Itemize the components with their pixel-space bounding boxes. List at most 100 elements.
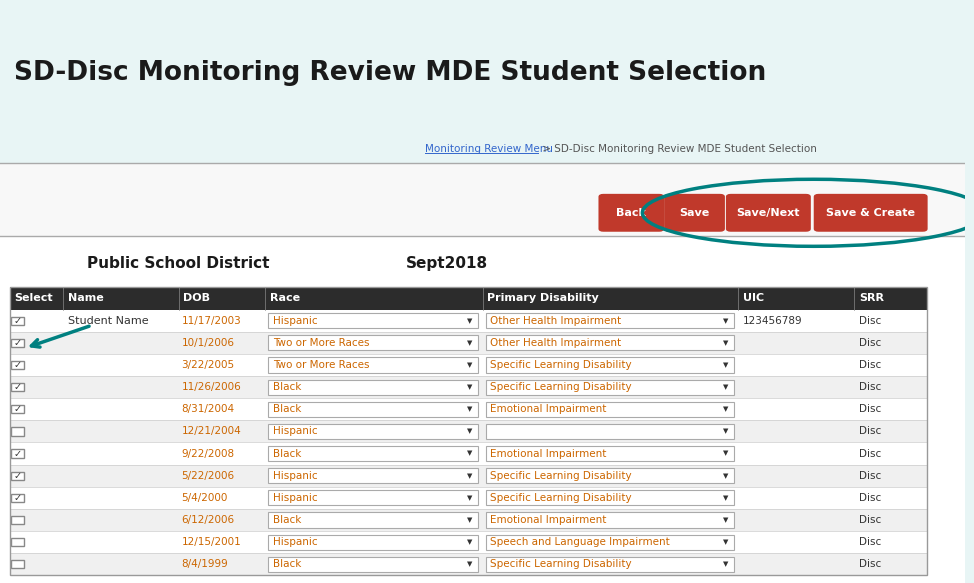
Text: Two or More Races: Two or More Races [273, 338, 370, 348]
Text: Speech and Language Impairment: Speech and Language Impairment [490, 537, 670, 547]
FancyBboxPatch shape [10, 332, 926, 354]
Text: 12/15/2001: 12/15/2001 [181, 537, 242, 547]
Text: Hispanic: Hispanic [273, 315, 318, 326]
FancyBboxPatch shape [485, 357, 733, 373]
Text: ▼: ▼ [724, 318, 729, 324]
Text: Name: Name [67, 293, 103, 304]
Text: Student Name: Student Name [67, 315, 148, 326]
FancyBboxPatch shape [10, 354, 926, 376]
FancyBboxPatch shape [10, 398, 926, 420]
Text: Other Health Impairment: Other Health Impairment [490, 338, 621, 348]
Text: SD-Disc Monitoring Review MDE Student Selection: SD-Disc Monitoring Review MDE Student Se… [15, 60, 767, 86]
Text: ▼: ▼ [468, 362, 472, 368]
Text: ✓: ✓ [14, 360, 21, 370]
Text: Sept2018: Sept2018 [405, 256, 488, 271]
Text: Hispanic: Hispanic [273, 493, 318, 503]
FancyBboxPatch shape [10, 465, 926, 487]
Text: UIC: UIC [743, 293, 765, 304]
Text: ✓: ✓ [14, 338, 21, 348]
Text: Specific Learning Disability: Specific Learning Disability [490, 493, 632, 503]
FancyBboxPatch shape [0, 236, 965, 583]
Text: 8/4/1999: 8/4/1999 [181, 559, 228, 570]
Text: ▼: ▼ [724, 384, 729, 390]
Text: Black: Black [273, 515, 302, 525]
Text: Hispanic: Hispanic [273, 426, 318, 437]
Text: Emotional Impairment: Emotional Impairment [490, 448, 607, 459]
Text: 11/26/2006: 11/26/2006 [181, 382, 242, 392]
Text: ▼: ▼ [724, 539, 729, 545]
FancyBboxPatch shape [11, 383, 24, 391]
Text: ▼: ▼ [724, 451, 729, 456]
FancyBboxPatch shape [485, 424, 733, 439]
Text: Disc: Disc [859, 338, 881, 348]
Text: Save: Save [680, 208, 710, 218]
FancyBboxPatch shape [10, 442, 926, 465]
Text: 8/31/2004: 8/31/2004 [181, 404, 235, 415]
FancyBboxPatch shape [11, 361, 24, 369]
Text: ▼: ▼ [724, 362, 729, 368]
FancyBboxPatch shape [269, 313, 478, 328]
FancyBboxPatch shape [485, 468, 733, 483]
Text: Black: Black [273, 448, 302, 459]
FancyBboxPatch shape [11, 449, 24, 458]
Text: ▼: ▼ [724, 473, 729, 479]
FancyBboxPatch shape [0, 0, 965, 163]
Text: Black: Black [273, 382, 302, 392]
Text: Disc: Disc [859, 404, 881, 415]
Text: ▼: ▼ [724, 517, 729, 523]
Text: SRR: SRR [859, 293, 884, 304]
FancyBboxPatch shape [10, 531, 926, 553]
FancyBboxPatch shape [10, 487, 926, 509]
Text: ▼: ▼ [724, 406, 729, 412]
Text: Specific Learning Disability: Specific Learning Disability [490, 360, 632, 370]
FancyBboxPatch shape [485, 446, 733, 461]
Text: ✓: ✓ [14, 404, 21, 415]
Text: ▼: ▼ [468, 473, 472, 479]
Text: Monitoring Review Menu: Monitoring Review Menu [425, 143, 552, 154]
FancyBboxPatch shape [10, 420, 926, 442]
Text: Hispanic: Hispanic [273, 470, 318, 481]
Text: 12/21/2004: 12/21/2004 [181, 426, 242, 437]
Text: Disc: Disc [859, 515, 881, 525]
Text: ▼: ▼ [468, 340, 472, 346]
Text: Hispanic: Hispanic [273, 537, 318, 547]
Text: Primary Disability: Primary Disability [487, 293, 599, 304]
FancyBboxPatch shape [11, 516, 24, 524]
FancyBboxPatch shape [11, 317, 24, 325]
Text: Other Health Impairment: Other Health Impairment [490, 315, 621, 326]
Text: ▼: ▼ [724, 429, 729, 434]
FancyBboxPatch shape [269, 535, 478, 550]
FancyBboxPatch shape [664, 194, 725, 232]
Text: ▼: ▼ [724, 495, 729, 501]
Text: Specific Learning Disability: Specific Learning Disability [490, 559, 632, 570]
Text: Specific Learning Disability: Specific Learning Disability [490, 470, 632, 481]
Text: ▼: ▼ [468, 561, 472, 567]
Text: Two or More Races: Two or More Races [273, 360, 370, 370]
Text: ▼: ▼ [724, 340, 729, 346]
Text: 5/22/2006: 5/22/2006 [181, 470, 235, 481]
FancyBboxPatch shape [11, 427, 24, 436]
Text: ▼: ▼ [468, 539, 472, 545]
FancyBboxPatch shape [485, 380, 733, 395]
Text: Disc: Disc [859, 448, 881, 459]
Text: ▼: ▼ [468, 318, 472, 324]
Text: Disc: Disc [859, 493, 881, 503]
Text: 9/22/2008: 9/22/2008 [181, 448, 235, 459]
FancyBboxPatch shape [10, 310, 926, 332]
Text: ▼: ▼ [468, 384, 472, 390]
Text: Disc: Disc [859, 559, 881, 570]
Text: Save/Next: Save/Next [736, 208, 800, 218]
Text: ✓: ✓ [14, 493, 21, 503]
FancyBboxPatch shape [11, 339, 24, 347]
Text: ✓: ✓ [14, 315, 21, 326]
Text: Select: Select [15, 293, 54, 304]
FancyBboxPatch shape [485, 557, 733, 572]
FancyBboxPatch shape [726, 194, 810, 232]
Text: > SD-Disc Monitoring Review MDE Student Selection: > SD-Disc Monitoring Review MDE Student … [539, 143, 816, 154]
Text: Race: Race [270, 293, 300, 304]
Text: Emotional Impairment: Emotional Impairment [490, 515, 607, 525]
FancyBboxPatch shape [813, 194, 927, 232]
Text: 6/12/2006: 6/12/2006 [181, 515, 235, 525]
FancyBboxPatch shape [269, 446, 478, 461]
FancyBboxPatch shape [11, 405, 24, 413]
